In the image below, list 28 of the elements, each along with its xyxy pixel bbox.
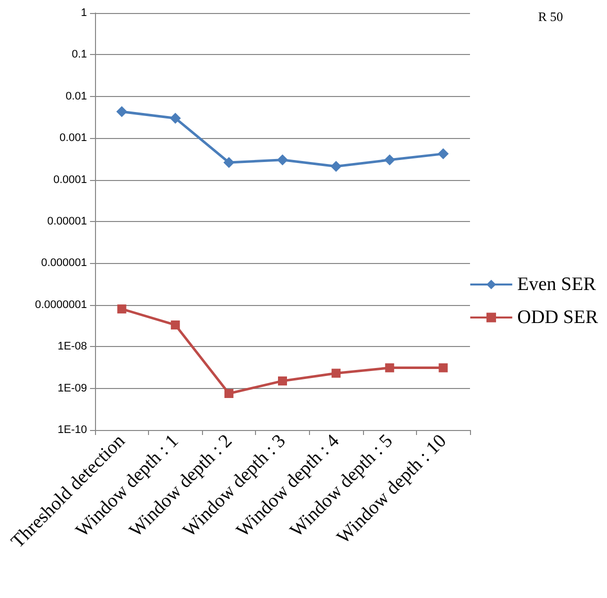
y-tick-label: 1E-09 [58, 382, 87, 394]
y-tick-label: 1E-10 [58, 424, 87, 436]
y-tick-label: 0.1 [72, 48, 87, 61]
y-tick-label: 0.000001 [41, 257, 87, 270]
point [277, 154, 288, 166]
point [384, 154, 396, 166]
point [385, 363, 394, 372]
point [278, 376, 287, 386]
point [438, 148, 449, 160]
y-tick-label: 0.001 [59, 132, 87, 144]
y-tick-label: 1 [80, 7, 87, 19]
point [330, 160, 342, 172]
point [224, 389, 234, 398]
point [117, 304, 126, 314]
legend-label: ODD SER [517, 307, 598, 328]
point [170, 112, 181, 124]
y-tick-label: 0.0000001 [35, 298, 87, 311]
y-tick-label: 1E-08 [58, 340, 87, 353]
legend-label: Even SER [517, 274, 596, 295]
point [116, 106, 128, 118]
point [170, 320, 180, 330]
y-tick-label: 0.00001 [47, 216, 87, 228]
point [332, 368, 341, 378]
point [223, 156, 234, 168]
text: R 50 [538, 9, 563, 24]
y-tick-label: 0.01 [66, 90, 87, 102]
y-tick-label: 0.0001 [53, 174, 87, 186]
point [438, 363, 448, 372]
